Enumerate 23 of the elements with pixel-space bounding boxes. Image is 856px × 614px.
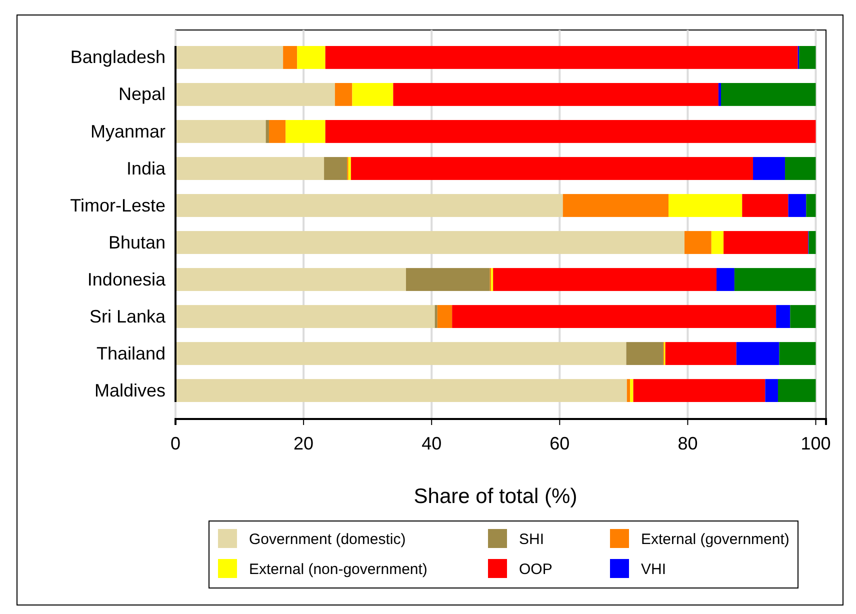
legend-label: VHI [641,561,666,578]
legend-label: OOP [519,561,552,578]
legend-label: External (government) [641,531,790,548]
x-tick-label: 80 [678,434,698,454]
x-tick-label: 20 [294,434,314,454]
x-tick-label: 40 [422,434,442,454]
y-tick-label: Nepal [118,84,166,104]
x-tick-label: 100 [800,434,831,454]
x-tick-label: 0 [170,434,181,454]
y-tick-label: Maldives [94,380,166,400]
y-tick-label: Thailand [96,343,166,364]
legend-label: SHI [519,531,544,548]
y-tick-label: India [126,158,166,178]
legend-label: Government (domestic) [249,531,406,548]
legend-label: External (non-government) [249,561,428,578]
y-tick-label: Bangladesh [70,47,166,68]
y-tick-label: Timor-Leste [70,195,166,216]
x-tick-label: 60 [550,434,570,454]
x-axis-title: Share of total (%) [414,485,578,508]
y-tick-label: Sri Lanka [89,306,166,326]
y-tick-label: Bhutan [108,232,166,252]
y-tick-label: Indonesia [87,269,166,290]
y-tick-label: Myanmar [90,121,166,142]
